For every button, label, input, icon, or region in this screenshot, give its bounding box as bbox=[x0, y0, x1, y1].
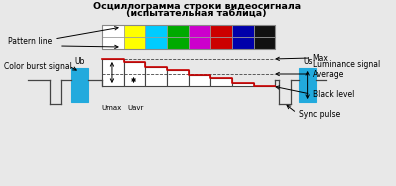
Text: Осциллограмма строки видеосигнала: Осциллограмма строки видеосигнала bbox=[93, 2, 301, 11]
Bar bbox=[167, 37, 189, 49]
Text: Ub: Ub bbox=[74, 57, 85, 66]
Bar bbox=[232, 83, 253, 86]
Bar bbox=[124, 37, 145, 49]
Bar bbox=[124, 25, 145, 37]
Text: Sync pulse: Sync pulse bbox=[299, 110, 340, 118]
Bar bbox=[210, 25, 232, 37]
Text: Black level: Black level bbox=[312, 89, 354, 99]
Bar bbox=[253, 25, 275, 37]
Bar bbox=[145, 67, 167, 86]
Bar bbox=[299, 68, 316, 102]
Bar bbox=[232, 25, 253, 37]
Bar bbox=[210, 37, 232, 49]
Bar bbox=[189, 37, 210, 49]
Bar bbox=[102, 25, 275, 49]
Bar bbox=[189, 25, 210, 37]
Bar bbox=[145, 37, 167, 49]
Bar bbox=[102, 25, 124, 37]
Bar bbox=[253, 37, 275, 49]
Bar bbox=[167, 25, 189, 37]
Bar bbox=[102, 37, 124, 49]
Bar bbox=[189, 75, 210, 86]
Bar bbox=[167, 70, 189, 86]
Bar bbox=[210, 78, 232, 86]
Text: (испытательная таблица): (испытательная таблица) bbox=[126, 9, 267, 18]
Text: Us: Us bbox=[303, 57, 312, 66]
Bar bbox=[71, 68, 88, 102]
Text: Average: Average bbox=[312, 70, 344, 78]
Text: Uavr: Uavr bbox=[128, 105, 144, 111]
Text: Color burst signal: Color burst signal bbox=[4, 62, 72, 70]
Bar bbox=[102, 59, 124, 86]
Bar bbox=[145, 25, 167, 37]
Text: Umax: Umax bbox=[102, 105, 122, 111]
Text: Max: Max bbox=[312, 54, 328, 62]
Text: Pattern line: Pattern line bbox=[8, 36, 52, 46]
Text: Luminance signal: Luminance signal bbox=[312, 60, 380, 68]
Bar bbox=[232, 37, 253, 49]
Bar bbox=[124, 62, 145, 86]
